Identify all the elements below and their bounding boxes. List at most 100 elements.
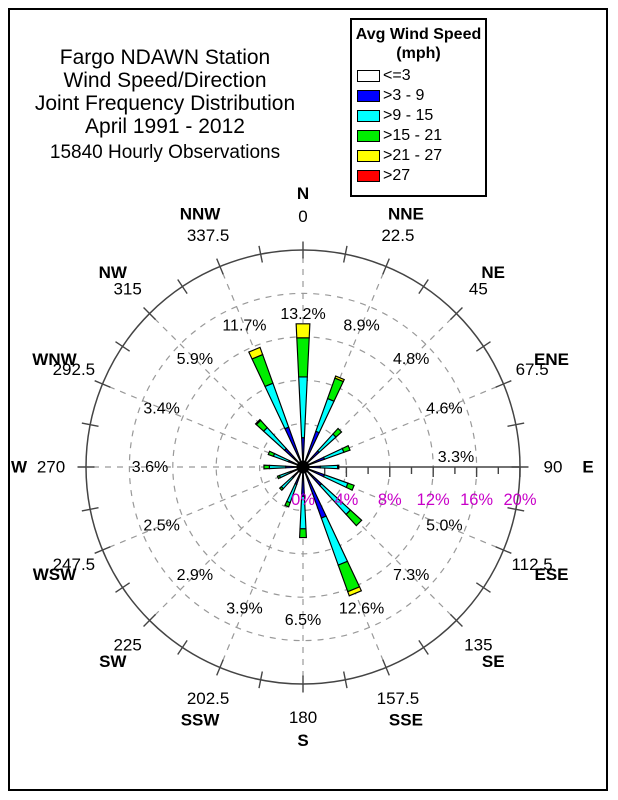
degree-label-ENE: 67.5 [516,360,549,379]
direction-name-ENE: ENE [534,350,569,369]
bar-N-bin2 [298,376,308,439]
legend-item-label: <=3 [383,67,411,84]
spoke-WSW [102,471,293,551]
legend-swatch-icon [357,110,380,122]
bar-WSW-bin3 [276,474,282,480]
ring-tick [495,380,512,388]
degree-label-ESE: 112.5 [511,555,552,574]
ring-tick [81,422,99,428]
ring-tick [342,671,348,689]
radial-tick-label: 0% [291,491,315,509]
legend-swatch-icon [357,70,380,82]
degree-label-SE: 135 [464,635,492,654]
bar-ENE-bin3 [341,444,351,454]
legend-item: >27 [357,167,485,184]
ring-tick [258,245,264,263]
direction-total-SSE: 12.6% [339,600,384,617]
ring-tick [342,245,348,263]
direction-name-SSE: SSE [389,711,423,730]
bar-WSW-bin2 [278,470,292,479]
chart-title-line-2: Wind Speed/Direction [63,69,267,92]
ring-tick [216,258,224,275]
direction-total-WSW: 2.5% [143,518,179,535]
ring-tick [94,380,111,388]
spoke-SE [311,475,457,621]
bar-NE-bin3 [332,427,343,438]
ring-tick [475,582,491,593]
direction-name-SE: SE [482,652,505,671]
ring-tick [475,341,491,352]
ring-tick [143,307,157,321]
ring-tick [177,279,188,295]
ring-tick [94,546,111,554]
degree-label-W: 270 [37,458,65,477]
spoke-ENE [313,383,504,463]
legend-swatch-icon [357,170,380,182]
ring-tick [115,341,131,352]
ring-tick [177,639,188,655]
legend-swatch-icon [357,130,380,142]
legend-swatch-icon [357,90,380,102]
legend-item-label: >3 - 9 [383,87,425,104]
bar-S-bin3 [299,528,307,539]
spoke-NNE [307,266,387,457]
bar-NNE-bin4 [334,375,346,383]
degree-label-E: 90 [544,458,563,477]
spoke-SSE [307,477,387,668]
spoke-NW [149,313,295,459]
direction-name-E: E [582,458,593,477]
degree-label-NW: 315 [113,280,141,299]
bar-NNW-bin4 [248,346,264,360]
center-hub [296,460,310,474]
direction-name-SSW: SSW [181,711,221,730]
legend-item-label: >21 - 27 [383,147,443,164]
bar-W-bin2 [268,464,287,470]
bar-NW-bin4 [254,418,262,426]
ring-tick [507,422,525,428]
bar-ESE-bin3 [345,482,355,491]
ring-tick [418,639,429,655]
legend-item: >15 - 21 [357,127,485,144]
bar-NW-bin2 [262,426,287,451]
bar-N-bin3 [296,337,310,378]
chart-title-line-1: Fargo NDAWN Station [59,46,271,69]
bar-ENE-bin2 [322,447,345,461]
ring-tick [382,258,390,275]
direction-name-WSW: WSW [33,565,77,584]
legend-title: Avg Wind Speed [355,26,482,43]
legend-item: >9 - 15 [357,107,485,124]
legend-item-label: >27 [383,167,411,184]
degree-label-SSW: 202.5 [187,689,230,708]
bar-NE-bin2 [316,433,337,454]
direction-total-N: 13.2% [280,306,325,323]
radial-tick-label: 16% [460,491,493,509]
bar-WNW-bin2 [272,452,290,463]
bar-SW-bin3 [278,485,285,492]
ring-tick [81,506,99,512]
legend-swatch-icon [357,150,380,162]
ring-tick [115,582,131,593]
legend-item: <=3 [357,67,485,84]
direction-name-ESE: ESE [535,565,569,584]
bar-NNW-bin3 [251,353,274,388]
observations-count: 15840 Hourly Observations [49,142,281,163]
direction-name-NNE: NNE [388,204,424,223]
direction-name-W: W [11,458,28,477]
legend-box: Avg Wind Speed (mph) <=3 >3 - 9 >9 - 15 >15… [350,18,487,197]
degree-label-S: 180 [289,708,317,727]
chart-title-line-4: April 1991 - 2012 [85,115,245,138]
spoke-ESE [313,471,504,551]
bar-NNE-bin2 [315,397,335,434]
spoke-NE [311,313,457,459]
bar-NNE-bin3 [326,377,345,402]
radial-tick-label: 8% [378,491,402,509]
direction-name-NE: NE [481,263,505,282]
legend-item-label: >9 - 15 [383,107,434,124]
ring-tick [216,659,224,676]
direction-total-NW: 5.9% [177,351,213,368]
direction-total-NNE: 8.9% [343,318,379,335]
bar-SSE-bin3 [337,560,361,593]
bar-SSE-bin4 [347,586,363,597]
direction-total-NE: 4.8% [393,351,429,368]
direction-total-S: 6.5% [285,612,321,629]
